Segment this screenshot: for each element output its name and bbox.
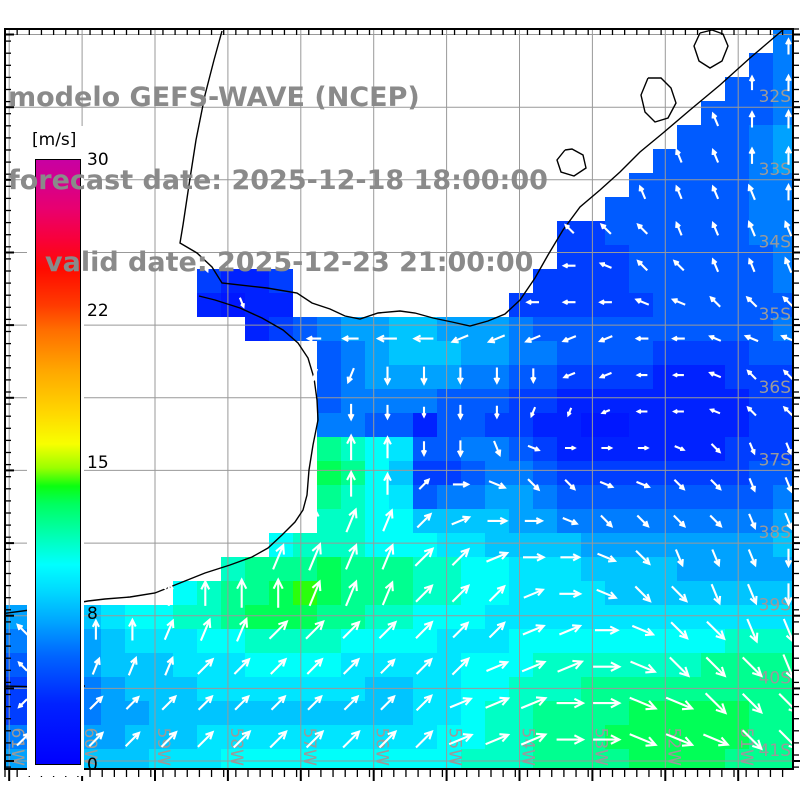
colorbar-unit-label: [m/s] [32,130,77,150]
lat-label: 41S [759,741,791,761]
colorbar-gradient [35,159,81,765]
lon-label: 58W [226,728,246,767]
lat-label: 37S [759,450,791,470]
colorbar: [m/s] 30 22 15 8 0 [27,126,109,776]
lon-label: 52W [663,728,683,767]
lat-label: 35S [759,305,791,325]
forecast-date: forecast date: 2025-12-18 18:00:00 [8,164,548,196]
lat-label: 34S [759,233,791,253]
lon-label: 57W [299,728,319,767]
lat-label: 36S [759,378,791,398]
lat-label: 39S [759,596,791,616]
graticule [5,29,793,769]
map-titles: modelo GEFS-WAVE (NCEP) forecast date: 2… [8,29,548,332]
valid-date: valid date: 2025-12-23 21:00:00 [45,247,534,278]
colorbar-tick-0: 0 [87,755,98,775]
lat-label: 40S [759,668,791,688]
model-title: modelo GEFS-WAVE (NCEP) [8,82,420,113]
colorbar-tick-8: 8 [87,604,98,624]
lat-label: 38S [759,523,791,543]
colorbar-tick-15: 15 [87,453,109,473]
lon-label: 53W [590,728,610,767]
lon-label: 61W [7,728,27,767]
lon-label: 54W [518,728,538,767]
lat-label: 32S [759,87,791,107]
lat-label: 33S [759,160,791,180]
colorbar-tick-22: 22 [87,301,109,321]
colorbar-tick-30: 30 [87,150,109,170]
map-frame [4,28,794,770]
lon-label: 51W [736,728,756,767]
lon-label: 56W [372,728,392,767]
lon-label: 55W [445,728,465,767]
